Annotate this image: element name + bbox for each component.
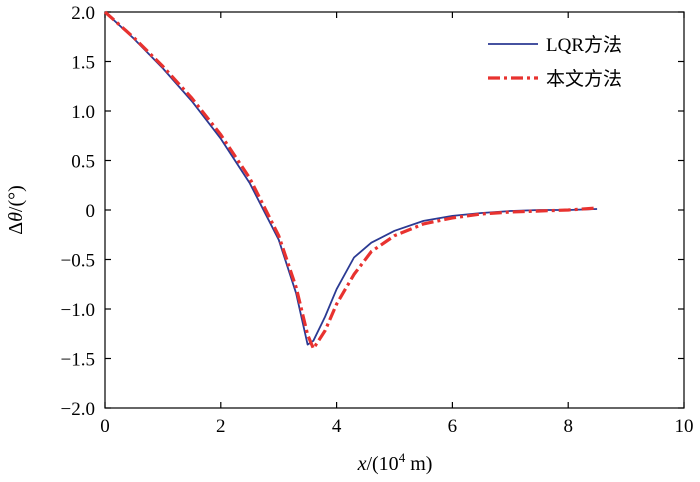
y-tick-label: −1.5 — [61, 350, 95, 371]
y-tick-label: 1.0 — [71, 102, 95, 123]
legend: LQR方法 本文方法 — [488, 34, 622, 90]
y-tick-label: −0.5 — [61, 251, 95, 272]
x-tick-label: 6 — [448, 416, 458, 437]
y-tick-label: −2.0 — [61, 399, 95, 420]
series-layer — [103, 10, 598, 351]
y-tick-label: 0.5 — [71, 152, 95, 173]
x-tick-label: 4 — [332, 416, 342, 437]
x-axis-title: x/(104 m) — [357, 450, 433, 475]
y-axis-ticks: 2.0 1.5 1.0 0.5 0 −0.5 −1.0 −1.5 −2.0 — [61, 3, 684, 420]
series-line-1 — [103, 10, 598, 351]
x-tick-label: 8 — [563, 416, 573, 437]
x-axis-ticks: 0 2 4 6 8 10 — [100, 12, 694, 437]
x-tick-label: 2 — [216, 416, 226, 437]
y-tick-label: 2.0 — [71, 3, 95, 24]
y-axis-title: Δθ/(°) — [5, 185, 27, 235]
legend-label-lqr: LQR方法 — [546, 34, 622, 56]
x-tick-label: 10 — [675, 416, 694, 437]
x-tick-label: 0 — [100, 416, 110, 437]
legend-label-proposed: 本文方法 — [546, 68, 622, 90]
y-tick-label: 1.5 — [71, 53, 95, 74]
series-line-0 — [104, 11, 598, 346]
y-tick-label: 0 — [86, 201, 96, 222]
y-tick-label: −1.0 — [61, 300, 95, 321]
